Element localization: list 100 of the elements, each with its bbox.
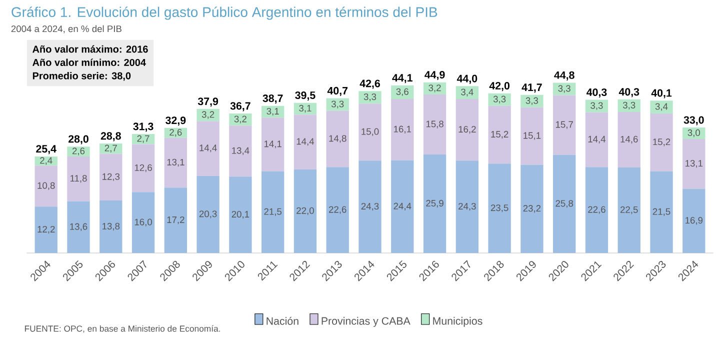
data-label: 21,5 [264, 208, 282, 216]
bar [358, 104, 382, 161]
data-label: 3,2 [428, 84, 441, 92]
bar [585, 112, 608, 168]
data-label: 12,3 [102, 173, 120, 182]
data-label: 15,8 [426, 120, 444, 128]
bar [67, 201, 90, 253]
bar [34, 166, 58, 207]
bar [488, 106, 511, 164]
bar [358, 160, 382, 253]
bar [456, 86, 478, 100]
data-label: 16,9 [686, 217, 703, 225]
data-label: 12,6 [134, 164, 152, 172]
bar [196, 108, 220, 122]
total-label: 42,0 [489, 82, 510, 92]
bar [423, 94, 446, 155]
data-label: 16,0 [134, 218, 152, 226]
data-label: 3,4 [655, 103, 668, 111]
bar [164, 188, 187, 253]
data-label: 16,1 [394, 126, 412, 134]
bar [196, 121, 220, 176]
data-label: 24,3 [361, 202, 379, 211]
bar [132, 192, 155, 253]
data-label: 11,8 [70, 175, 87, 183]
total-label: 40,1 [651, 89, 672, 98]
bar [553, 95, 576, 155]
data-label: 3,3 [493, 96, 506, 104]
total-label: 41,7 [522, 84, 542, 93]
bar [67, 156, 90, 202]
total-label: 36,7 [230, 102, 250, 112]
legend-label: Municipios [433, 316, 482, 327]
data-label: 2,7 [137, 135, 150, 143]
data-label: 25,8 [556, 200, 574, 208]
data-label: 14,6 [620, 136, 638, 144]
bar [585, 167, 608, 253]
bar [326, 110, 349, 168]
bar [326, 98, 349, 111]
bar [585, 100, 608, 112]
data-label: 10,8 [38, 182, 55, 190]
bar [391, 99, 414, 160]
data-label: 16,2 [458, 126, 476, 134]
data-label: 3,4 [461, 88, 474, 96]
bar [456, 99, 478, 161]
total-label: 40,7 [327, 86, 348, 96]
total-label: 39,5 [295, 91, 316, 101]
bar [164, 138, 187, 188]
text: Año valor mínimo: 2004 [32, 58, 146, 66]
total-label: 38,7 [262, 94, 283, 104]
data-label: 15,2 [653, 138, 670, 146]
bar [100, 154, 122, 201]
bar [294, 114, 317, 170]
total-label: 31,3 [133, 122, 154, 132]
data-label: 2,6 [170, 129, 182, 137]
bar [618, 99, 640, 112]
data-label: 25,9 [426, 200, 444, 208]
total-label: 40,3 [618, 88, 640, 98]
data-label: 21,5 [652, 208, 670, 216]
total-label: 25,4 [36, 145, 56, 154]
data-label: 13,1 [167, 158, 184, 167]
bar [229, 126, 252, 177]
bar [100, 144, 122, 154]
bar [618, 112, 640, 168]
bar [488, 93, 511, 106]
bar [682, 188, 706, 253]
bar [682, 138, 706, 189]
data-label: 3,3 [331, 100, 344, 108]
bar [520, 164, 544, 253]
total-label: 28,0 [68, 135, 88, 144]
bar [132, 134, 155, 144]
data-label: 14,4 [588, 136, 606, 144]
bar [682, 128, 706, 139]
bar [650, 113, 673, 172]
data-label: 3,6 [396, 88, 408, 96]
data-label: 14,4 [200, 144, 217, 152]
data-label: 20,1 [232, 210, 250, 219]
bar [294, 102, 317, 115]
bar [423, 82, 446, 94]
legend-label: Provincias y CABA [322, 316, 410, 327]
data-label: 3,0 [688, 129, 700, 138]
data-label: 3,1 [299, 104, 312, 113]
data-label: 2,6 [72, 148, 85, 156]
total-label: 44,9 [424, 70, 445, 80]
chart-subtitle: 2004 a 2024, en % del PIB [11, 25, 122, 34]
data-label: 15,7 [556, 121, 573, 129]
bar [100, 200, 122, 253]
bar [326, 167, 349, 253]
data-label: 22,5 [620, 206, 638, 214]
bar [196, 176, 220, 253]
legend-label: Nación [266, 316, 298, 325]
bar [618, 167, 640, 253]
total-label: 44,0 [456, 74, 478, 84]
data-label: 14,1 [264, 140, 282, 148]
total-label: 40,3 [586, 88, 607, 98]
data-label: 22,6 [588, 206, 606, 214]
bar [650, 171, 673, 253]
bar [358, 91, 382, 104]
data-label: 23,2 [523, 205, 541, 213]
text: Año valor máximo: 2016 [32, 45, 148, 53]
bar [229, 176, 252, 253]
data-label: 13,8 [102, 222, 120, 231]
